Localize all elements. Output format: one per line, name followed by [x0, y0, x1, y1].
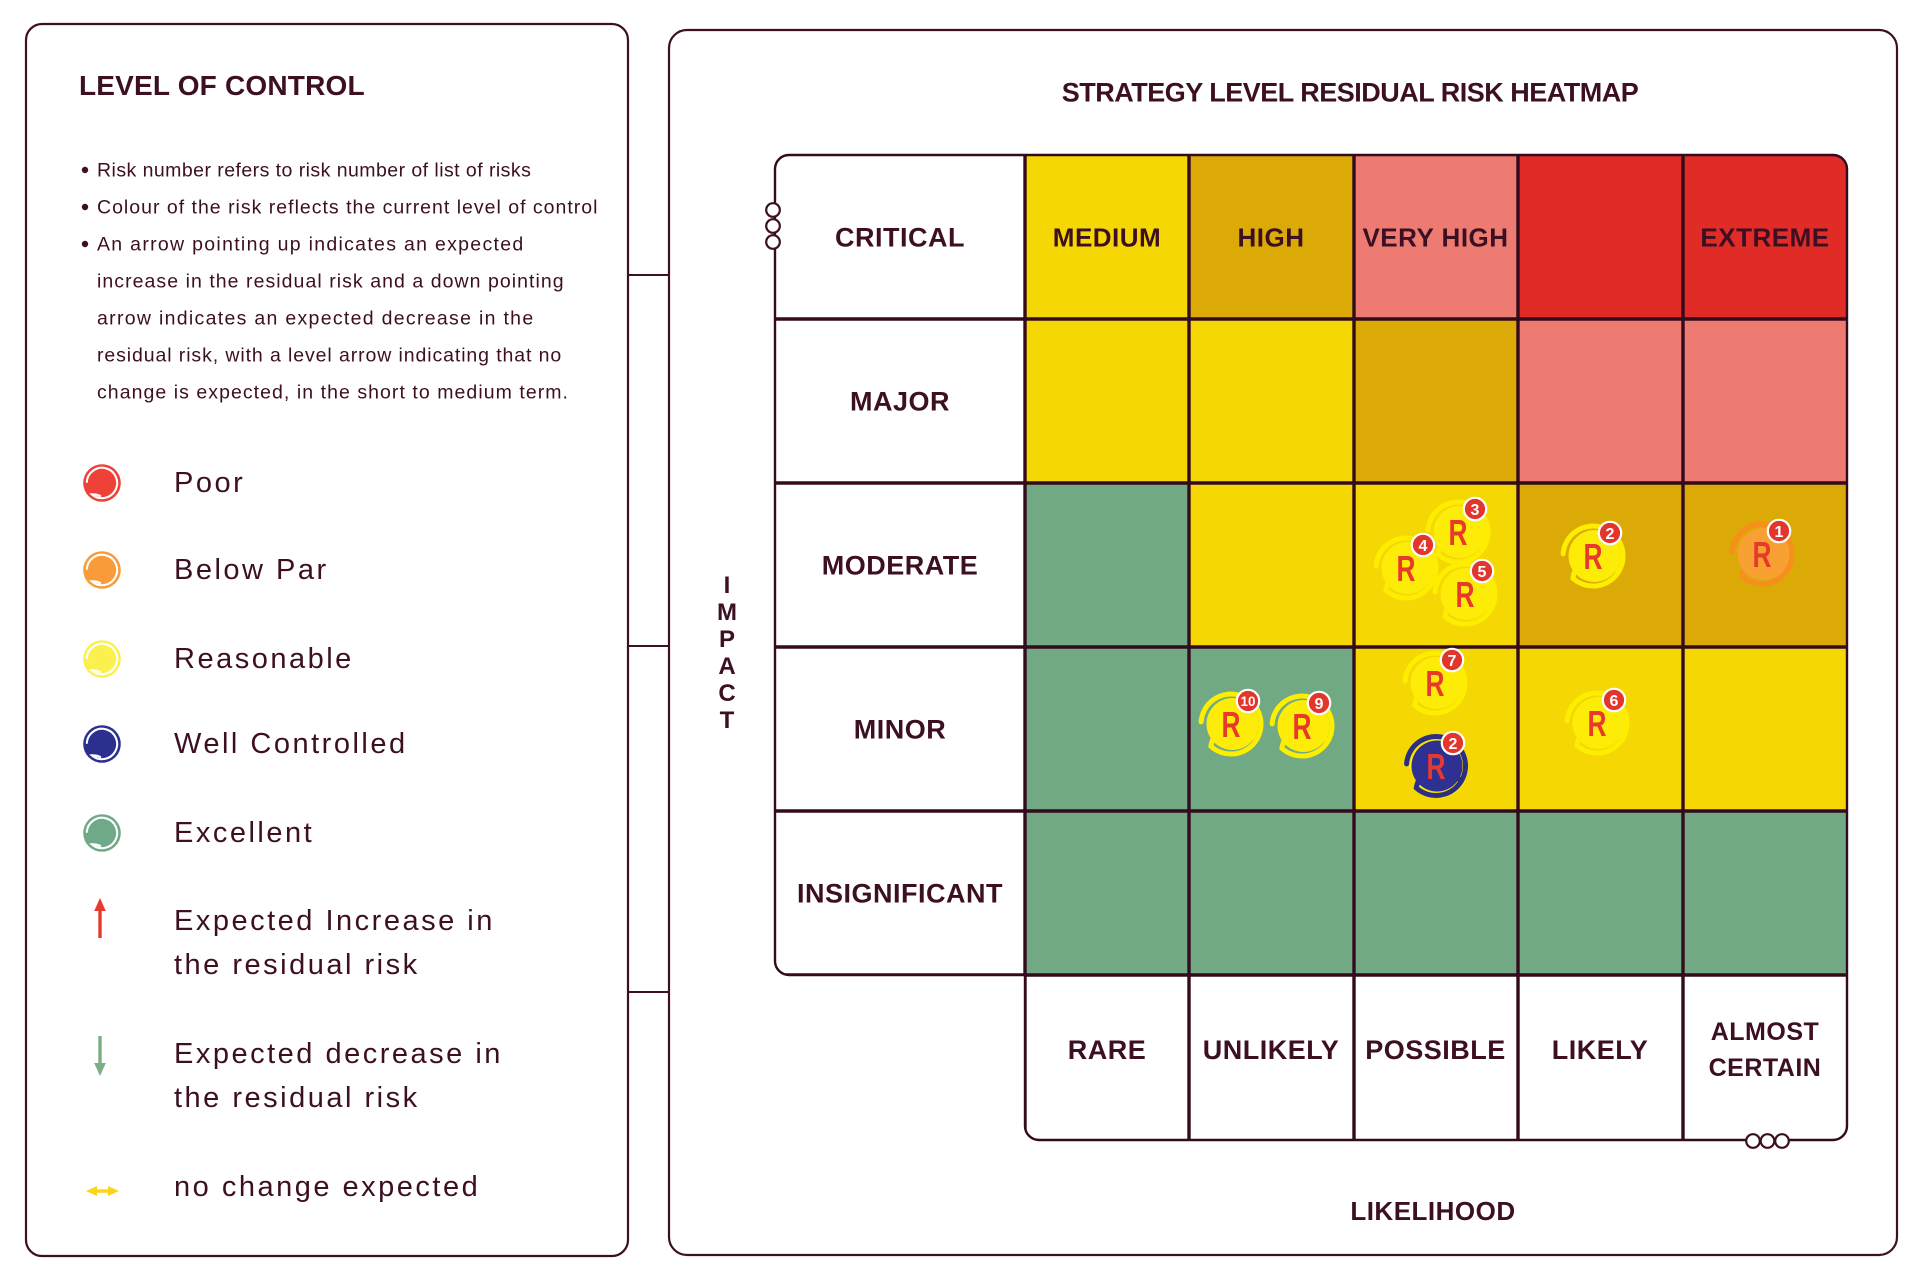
svg-text:M: M [717, 599, 737, 626]
svg-text:ALMOST: ALMOST [1711, 1018, 1820, 1046]
svg-text:the residual risk: the residual risk [174, 949, 420, 981]
svg-text:An arrow pointing up indicates: An arrow pointing up indicates an expect… [97, 234, 525, 256]
svg-text:Excellent: Excellent [174, 817, 314, 849]
svg-text:R: R [1397, 548, 1416, 589]
svg-text:CRITICAL: CRITICAL [835, 223, 965, 253]
svg-text:change is expected, in the sho: change is expected, in the short to medi… [97, 382, 569, 404]
svg-text:LIKELIHOOD: LIKELIHOOD [1350, 1196, 1515, 1226]
svg-text:Risk number refers to risk num: Risk number refers to risk number of lis… [97, 160, 531, 182]
svg-text:7: 7 [1448, 653, 1457, 670]
svg-text:MAJOR: MAJOR [850, 387, 950, 417]
svg-text:Expected decrease in: Expected decrease in [174, 1038, 503, 1070]
svg-text:P: P [719, 626, 735, 653]
svg-text:6: 6 [1610, 693, 1619, 710]
svg-text:C: C [718, 680, 735, 707]
svg-text:5: 5 [1478, 564, 1487, 581]
svg-text:arrow indicates an expected de: arrow indicates an expected decrease in … [97, 308, 534, 330]
svg-text:Reasonable: Reasonable [174, 643, 354, 675]
svg-text:3: 3 [1471, 502, 1480, 519]
svg-text:R: R [1584, 536, 1603, 577]
svg-text:POSSIBLE: POSSIBLE [1365, 1035, 1506, 1065]
svg-text:the residual risk: the residual risk [174, 1082, 420, 1114]
svg-text:HIGH: HIGH [1238, 223, 1305, 253]
svg-text:R: R [1427, 746, 1446, 787]
svg-text:T: T [720, 707, 735, 734]
svg-text:LEVEL OF CONTROL: LEVEL OF CONTROL [79, 70, 365, 101]
svg-text:R: R [1426, 663, 1445, 704]
svg-text:2: 2 [1606, 526, 1615, 543]
svg-text:VERY HIGH: VERY HIGH [1362, 223, 1508, 253]
svg-text:increase in the residual risk: increase in the residual risk and a down… [97, 271, 565, 293]
svg-text:R: R [1293, 706, 1312, 747]
svg-text:R: R [1753, 534, 1772, 575]
svg-text:MINOR: MINOR [854, 715, 947, 745]
svg-text:I: I [724, 572, 731, 599]
svg-text:4: 4 [1419, 538, 1428, 555]
svg-text:CERTAIN: CERTAIN [1709, 1054, 1822, 1082]
svg-text:STRATEGY LEVEL RESIDUAL RISK H: STRATEGY LEVEL RESIDUAL RISK HEATMAP [1062, 78, 1639, 108]
svg-text:A: A [718, 653, 735, 680]
svg-text:no change expected: no change expected [174, 1171, 480, 1203]
svg-text:UNLIKELY: UNLIKELY [1203, 1035, 1340, 1065]
svg-text:10: 10 [1240, 694, 1255, 709]
svg-text:MODERATE: MODERATE [822, 551, 979, 581]
svg-text:R: R [1456, 574, 1475, 615]
svg-text:residual risk, with a level ar: residual risk, with a level arrow indica… [97, 345, 562, 367]
svg-text:R: R [1449, 512, 1468, 553]
svg-text:LIKELY: LIKELY [1552, 1035, 1649, 1065]
svg-text:Well Controlled: Well Controlled [174, 728, 408, 760]
svg-text:MEDIUM: MEDIUM [1053, 223, 1161, 253]
svg-text:R: R [1588, 703, 1607, 744]
svg-text:EXTREME: EXTREME [1700, 223, 1829, 253]
svg-text:Expected Increase in: Expected Increase in [174, 905, 495, 937]
svg-text:Colour of the risk reflects th: Colour of the risk reflects the current … [97, 197, 598, 219]
svg-text:INSIGNIFICANT: INSIGNIFICANT [797, 879, 1003, 909]
svg-text:RARE: RARE [1068, 1035, 1147, 1065]
svg-text:1: 1 [1775, 524, 1784, 541]
svg-text:Poor: Poor [174, 467, 245, 499]
svg-text:R: R [1222, 704, 1241, 745]
svg-text:9: 9 [1315, 696, 1324, 713]
svg-text:Below Par: Below Par [174, 554, 329, 586]
svg-text:2: 2 [1449, 736, 1458, 753]
